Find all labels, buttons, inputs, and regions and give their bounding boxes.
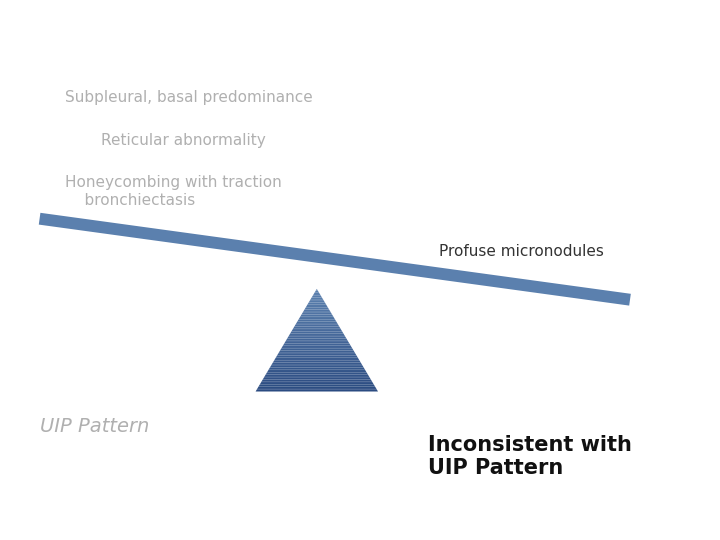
Polygon shape [261,381,373,383]
Polygon shape [310,299,324,301]
Polygon shape [287,337,346,339]
Polygon shape [258,387,376,388]
Polygon shape [294,325,339,327]
Polygon shape [312,296,322,298]
Text: Honeycombing with traction
    bronchiectasis: Honeycombing with traction bronchiectasi… [65,176,282,208]
Polygon shape [316,289,318,291]
Polygon shape [266,373,368,374]
Polygon shape [315,291,319,292]
Text: UIP Pattern: UIP Pattern [40,417,149,436]
Polygon shape [304,309,330,311]
Polygon shape [295,323,338,325]
Polygon shape [284,342,349,343]
Polygon shape [312,294,321,296]
Polygon shape [314,292,320,294]
Polygon shape [293,327,341,328]
Polygon shape [278,352,356,354]
Polygon shape [273,361,361,362]
Polygon shape [300,314,333,316]
Text: Subpleural, basal predominance: Subpleural, basal predominance [65,90,312,105]
Polygon shape [256,388,377,390]
Polygon shape [302,311,331,313]
Polygon shape [283,343,351,346]
Polygon shape [256,390,378,392]
Polygon shape [275,357,359,359]
Polygon shape [309,301,325,302]
Polygon shape [299,318,336,320]
Polygon shape [305,308,329,309]
Polygon shape [280,349,354,350]
Polygon shape [292,328,341,330]
Text: Inconsistent with
UIP Pattern: Inconsistent with UIP Pattern [428,435,632,478]
Polygon shape [302,313,332,314]
Polygon shape [281,347,353,349]
Polygon shape [265,374,369,376]
Polygon shape [260,383,374,384]
Polygon shape [267,371,366,373]
Polygon shape [290,332,343,333]
Polygon shape [258,384,375,387]
Polygon shape [272,362,361,364]
Polygon shape [307,304,327,306]
Polygon shape [297,320,336,321]
Polygon shape [269,368,365,369]
Polygon shape [289,333,344,335]
Polygon shape [288,335,346,337]
Polygon shape [311,298,323,299]
Polygon shape [39,213,631,306]
Polygon shape [287,339,347,340]
Polygon shape [292,330,342,332]
Polygon shape [262,380,372,381]
Polygon shape [297,321,337,323]
Polygon shape [274,359,360,361]
Text: Profuse micronodules: Profuse micronodules [439,244,604,259]
Polygon shape [300,316,334,318]
Text: Reticular abnormality: Reticular abnormality [101,133,266,148]
Polygon shape [271,364,363,366]
Polygon shape [282,346,351,347]
Polygon shape [264,376,370,378]
Polygon shape [276,355,358,357]
Polygon shape [268,369,366,371]
Polygon shape [263,378,371,380]
Polygon shape [285,340,348,342]
Polygon shape [305,306,328,308]
Polygon shape [270,366,364,368]
Polygon shape [307,302,326,304]
Polygon shape [279,350,354,352]
Polygon shape [277,354,356,355]
